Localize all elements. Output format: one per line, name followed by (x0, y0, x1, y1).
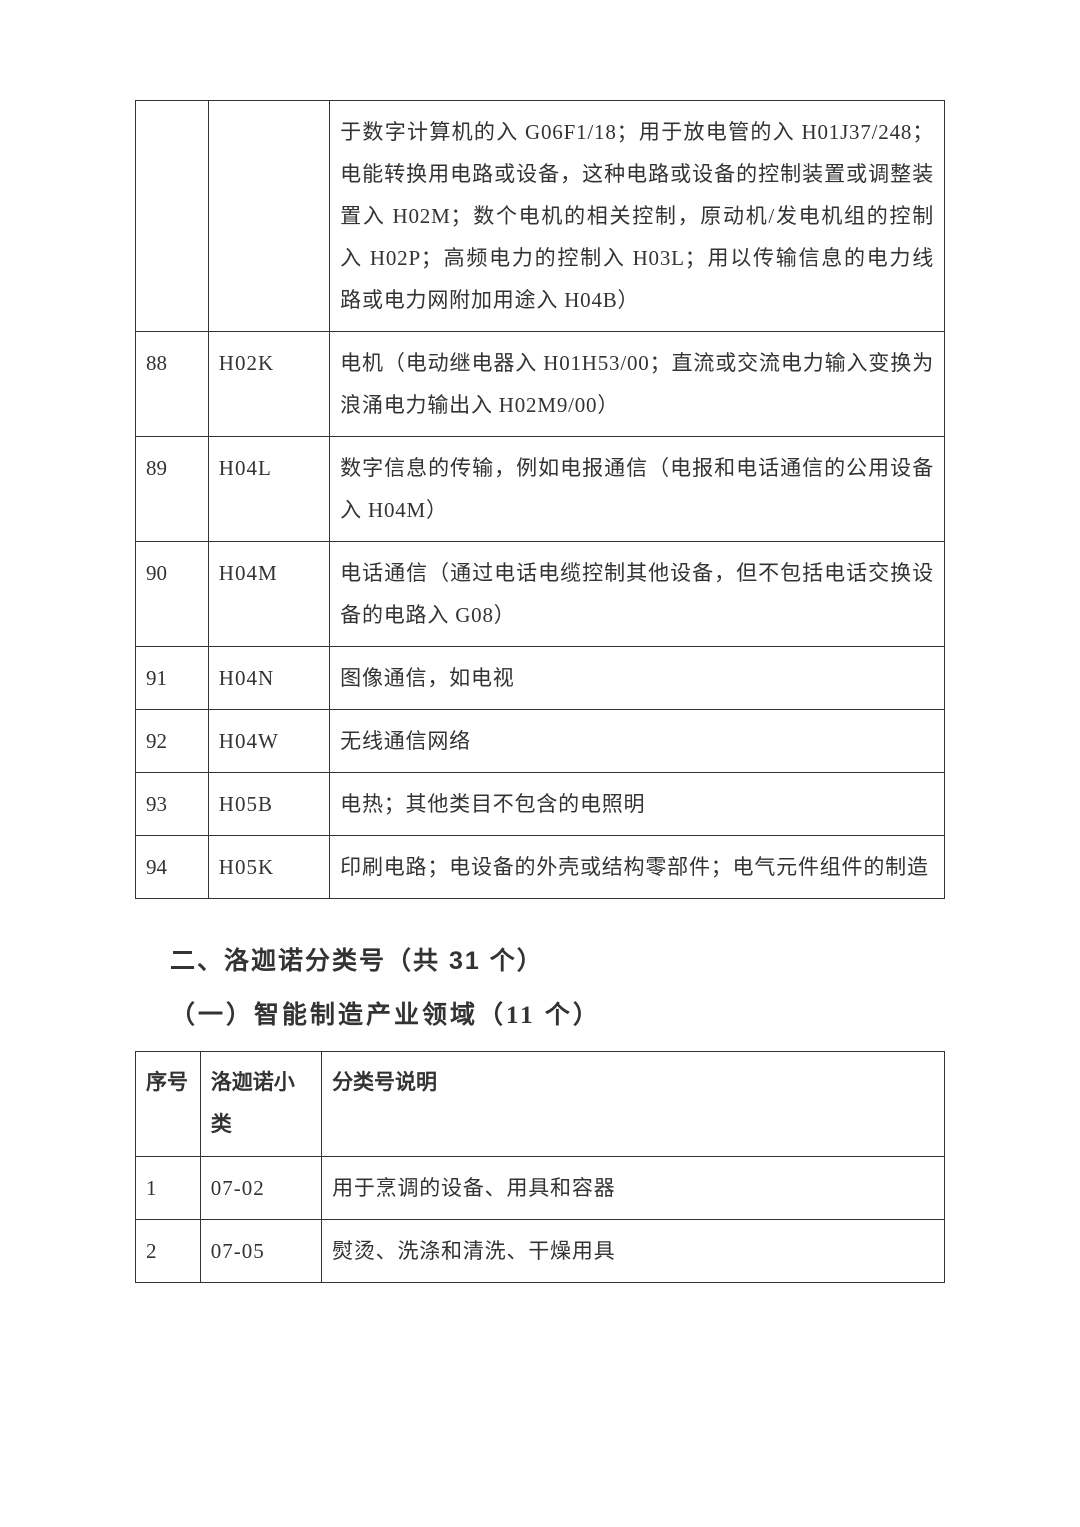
cell-desc: 用于烹调的设备、用具和容器 (322, 1157, 945, 1220)
sub-heading: （一）智能制造产业领域（11 个） (170, 995, 945, 1031)
cell-desc: 无线通信网络 (330, 710, 945, 773)
cell-desc: 电机（电动继电器入 H01H53/00；直流或交流电力输入变换为浪涌电力输出入 … (330, 332, 945, 437)
cell-code: H04M (208, 542, 329, 647)
classification-table-1: 于数字计算机的入 G06F1/18；用于放电管的入 H01J37/248；电能转… (135, 100, 945, 899)
document-page: 于数字计算机的入 G06F1/18；用于放电管的入 H01J37/248；电能转… (0, 0, 1080, 1363)
cell-num: 88 (136, 332, 209, 437)
table-row: 1 07-02 用于烹调的设备、用具和容器 (136, 1157, 945, 1220)
cell-desc: 图像通信，如电视 (330, 647, 945, 710)
cell-desc: 印刷电路；电设备的外壳或结构零部件；电气元件组件的制造 (330, 836, 945, 899)
cell-desc: 电话通信（通过电话电缆控制其他设备，但不包括电话交换设备的电路入 G08） (330, 542, 945, 647)
cell-code: H04L (208, 437, 329, 542)
table-row: 94 H05K 印刷电路；电设备的外壳或结构零部件；电气元件组件的制造 (136, 836, 945, 899)
table-row: 2 07-05 熨烫、洗涤和清洗、干燥用具 (136, 1220, 945, 1283)
table-row: 89 H04L 数字信息的传输，例如电报通信（电报和电话通信的公用设备入 H04… (136, 437, 945, 542)
cell-num (136, 101, 209, 332)
cell-num: 92 (136, 710, 209, 773)
header-code: 洛迦诺小类 (200, 1052, 321, 1157)
cell-code: H04W (208, 710, 329, 773)
cell-code: 07-05 (200, 1220, 321, 1283)
cell-code: H05B (208, 773, 329, 836)
header-desc: 分类号说明 (322, 1052, 945, 1157)
header-num: 序号 (136, 1052, 201, 1157)
cell-desc: 于数字计算机的入 G06F1/18；用于放电管的入 H01J37/248；电能转… (330, 101, 945, 332)
table-row: 88 H02K 电机（电动继电器入 H01H53/00；直流或交流电力输入变换为… (136, 332, 945, 437)
table-row: 于数字计算机的入 G06F1/18；用于放电管的入 H01J37/248；电能转… (136, 101, 945, 332)
cell-code: H04N (208, 647, 329, 710)
cell-code (208, 101, 329, 332)
cell-code: H05K (208, 836, 329, 899)
section-heading: 二、洛迦诺分类号（共 31 个） (170, 941, 945, 977)
cell-desc: 电热；其他类目不包含的电照明 (330, 773, 945, 836)
cell-num: 90 (136, 542, 209, 647)
table-row: 93 H05B 电热；其他类目不包含的电照明 (136, 773, 945, 836)
cell-num: 94 (136, 836, 209, 899)
table-header-row: 序号 洛迦诺小类 分类号说明 (136, 1052, 945, 1157)
cell-desc: 熨烫、洗涤和清洗、干燥用具 (322, 1220, 945, 1283)
cell-code: H02K (208, 332, 329, 437)
table-row: 92 H04W 无线通信网络 (136, 710, 945, 773)
table-row: 91 H04N 图像通信，如电视 (136, 647, 945, 710)
cell-num: 93 (136, 773, 209, 836)
cell-desc: 数字信息的传输，例如电报通信（电报和电话通信的公用设备入 H04M） (330, 437, 945, 542)
cell-num: 91 (136, 647, 209, 710)
table-row: 90 H04M 电话通信（通过电话电缆控制其他设备，但不包括电话交换设备的电路入… (136, 542, 945, 647)
cell-code: 07-02 (200, 1157, 321, 1220)
classification-table-2: 序号 洛迦诺小类 分类号说明 1 07-02 用于烹调的设备、用具和容器 2 0… (135, 1051, 945, 1283)
cell-num: 1 (136, 1157, 201, 1220)
cell-num: 2 (136, 1220, 201, 1283)
cell-num: 89 (136, 437, 209, 542)
